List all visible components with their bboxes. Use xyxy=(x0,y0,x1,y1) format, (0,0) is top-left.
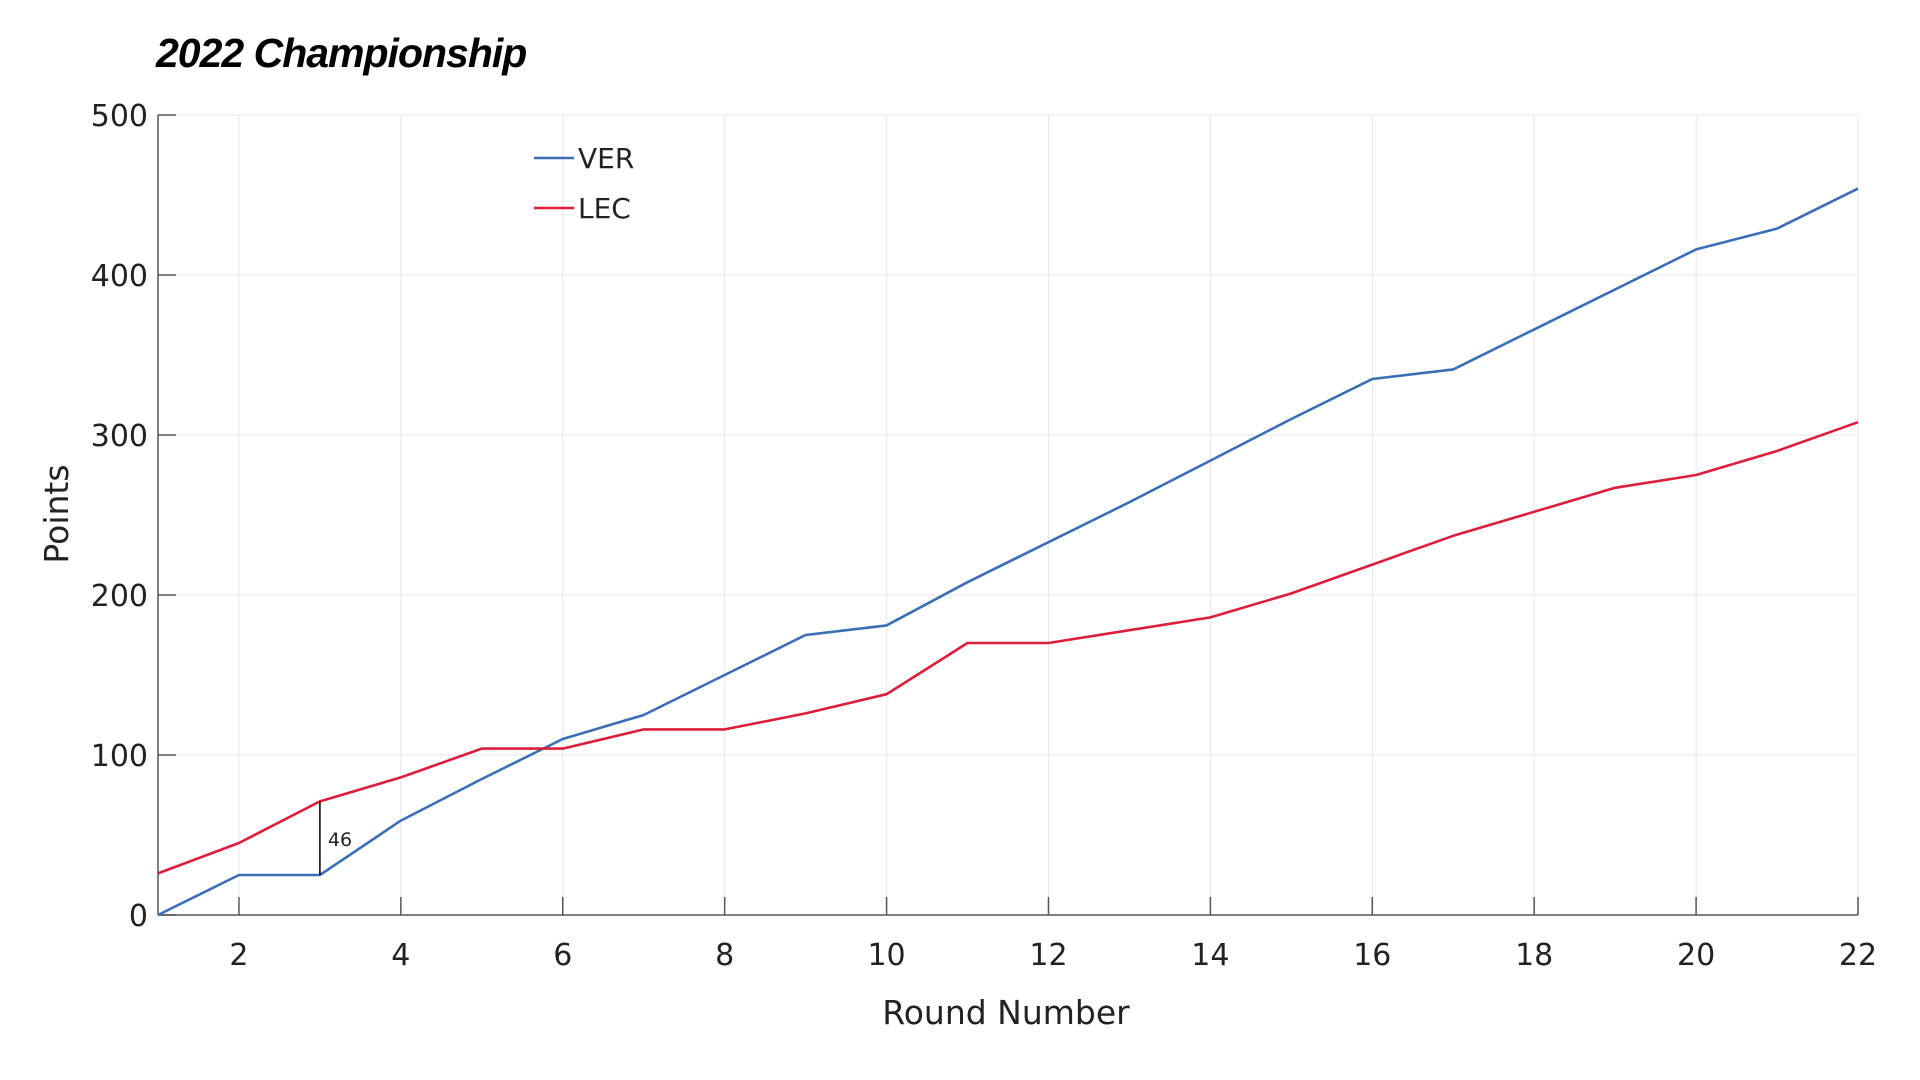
annotations: 46 xyxy=(319,801,352,875)
x-tick-label: 10 xyxy=(867,938,905,973)
legend: VER LEC xyxy=(534,142,634,225)
x-tick-label: 20 xyxy=(1677,938,1715,973)
y-tick-label: 0 xyxy=(129,899,148,934)
y-tick-label: 400 xyxy=(91,259,148,294)
series-line-lec xyxy=(157,420,1859,875)
x-tick-label: 22 xyxy=(1839,938,1877,973)
x-axis-label: Round Number xyxy=(882,993,1130,1032)
x-tick-label: 14 xyxy=(1191,938,1229,973)
y-axis-label: Points xyxy=(37,464,76,563)
x-tick-label: 4 xyxy=(391,938,410,973)
chart-title: 2022 Championship xyxy=(156,30,527,76)
series-lines xyxy=(157,187,1859,917)
x-tick-label: 2 xyxy=(229,938,248,973)
x-tick-label: 8 xyxy=(715,938,734,973)
series-line-ver xyxy=(157,187,1859,917)
x-tick-label: 6 xyxy=(553,938,572,973)
y-tick-label: 500 xyxy=(91,99,148,134)
legend-label-lec: LEC xyxy=(578,192,631,225)
x-tick-label: 12 xyxy=(1029,938,1067,973)
grid-lines xyxy=(158,114,1859,916)
x-tick-label: 16 xyxy=(1353,938,1391,973)
gap-annotation-label: 46 xyxy=(328,829,352,851)
legend-label-ver: VER xyxy=(578,142,634,175)
y-tick-label: 200 xyxy=(91,579,148,614)
x-tick-label: 18 xyxy=(1515,938,1553,973)
y-tick-label: 300 xyxy=(91,419,148,454)
y-tick-label: 100 xyxy=(91,739,148,774)
